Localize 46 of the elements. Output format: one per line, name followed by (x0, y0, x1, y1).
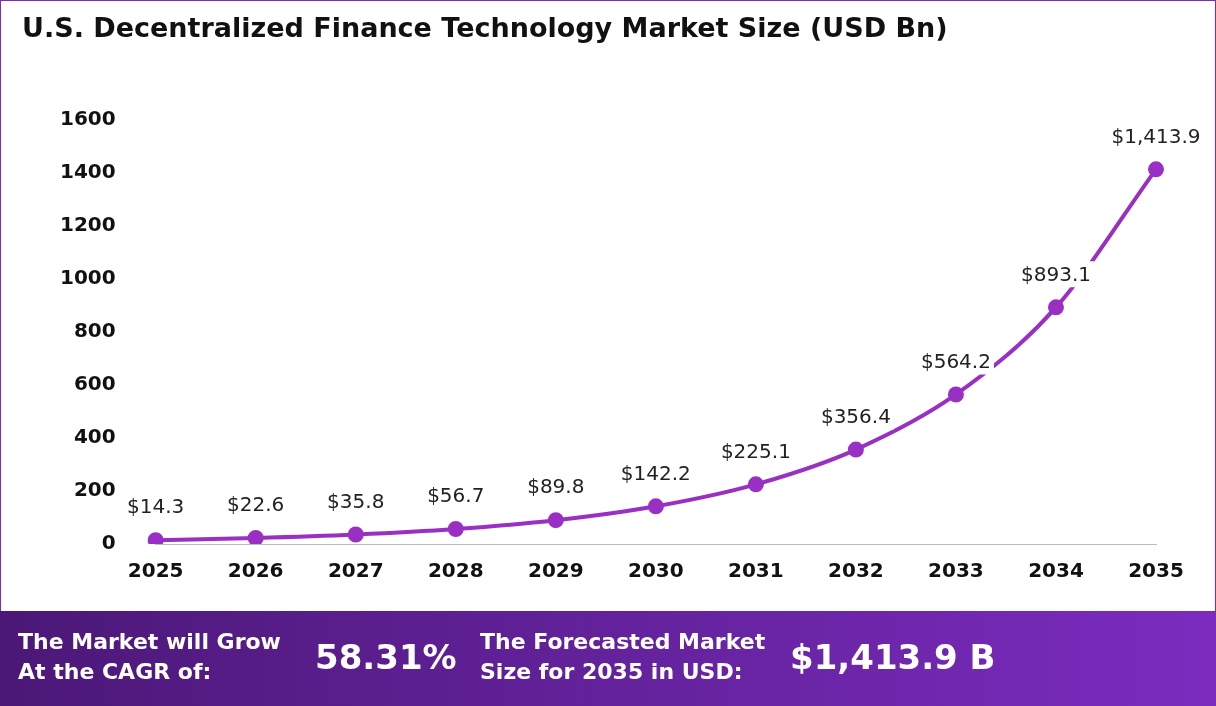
x-tick-label: 2034 (1028, 558, 1084, 583)
point (247, 530, 264, 544)
point (747, 476, 764, 493)
y-tick-label: 400 (73, 424, 116, 449)
data-label: $14.3 (127, 494, 185, 519)
point (847, 441, 864, 458)
x-tick-label: 2032 (828, 558, 884, 583)
data-label: $35.8 (327, 488, 385, 513)
x-tick-label: 2030 (628, 558, 684, 583)
chart-title: U.S. Decentralized Finance Technology Market Size (USD Bn) (22, 12, 948, 43)
y-tick-label: 1400 (59, 159, 116, 184)
data-label: $893.1 (1020, 261, 1091, 286)
text: 58.31% (315, 637, 457, 677)
point (547, 512, 564, 529)
point (1047, 299, 1064, 316)
point (347, 526, 364, 543)
x-tick-label: 2035 (1128, 558, 1184, 583)
point (447, 520, 464, 537)
text: The Market will Grow At the CAGR of: (18, 628, 282, 686)
data-label: $22.6 (227, 492, 285, 517)
data-label: $142.2 (620, 460, 691, 485)
y-tick-label: 1600 (59, 106, 116, 131)
text: $1,413.9 B (790, 637, 996, 677)
point (947, 386, 964, 403)
y-tick-label: 600 (73, 371, 116, 396)
y-tick-label: 1200 (59, 212, 116, 237)
data-label: $1,413.9 (1111, 123, 1201, 148)
x-tick-label: 2031 (728, 558, 784, 583)
x-tick-label: 2033 (928, 558, 984, 583)
x-tick-label: 2025 (127, 558, 184, 583)
y-tick-label: 200 (73, 477, 116, 502)
y-tick-label: 1000 (59, 265, 116, 290)
x-tick-label: 2027 (327, 558, 384, 583)
x-tick-label: 2029 (527, 558, 584, 583)
data-label: $356.4 (820, 403, 891, 428)
x-tick-label: 2028 (427, 558, 484, 583)
y-tick-label: 0 (101, 530, 116, 555)
data-label: $89.8 (527, 474, 585, 499)
text: The Forecasted Market Size for 2035 in USD: (480, 628, 767, 686)
point (647, 498, 664, 515)
y-tick-label: 800 (73, 318, 116, 343)
point (1148, 161, 1164, 178)
x-tick-label: 2026 (227, 558, 284, 583)
data-label: $56.7 (427, 483, 485, 508)
data-label: $564.2 (920, 348, 991, 373)
data-label: $225.1 (720, 438, 791, 463)
